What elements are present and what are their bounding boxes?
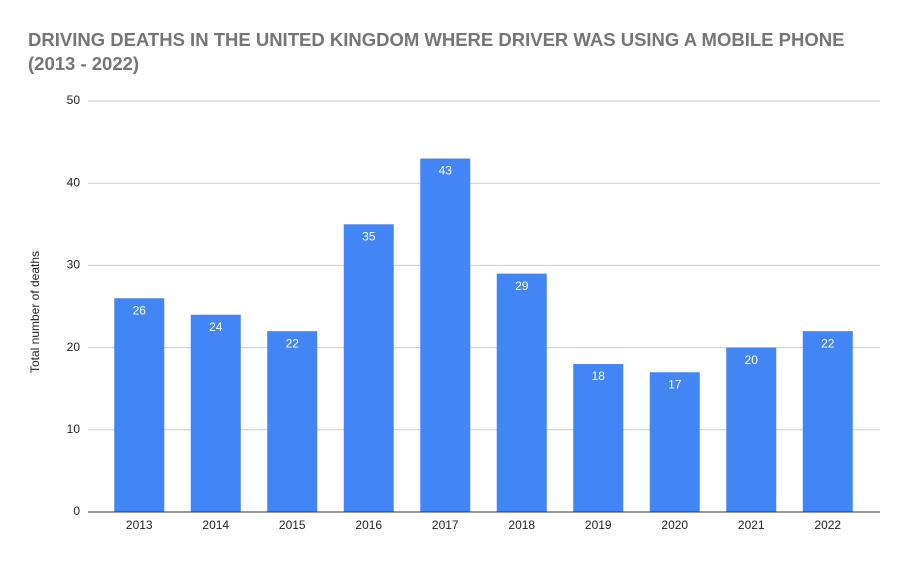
- x-tick-label: 2016: [355, 518, 382, 532]
- y-tick-label: 20: [67, 340, 81, 354]
- bar: [420, 158, 471, 513]
- y-tick-label: 40: [67, 175, 81, 189]
- y-tick-label: 30: [67, 258, 81, 272]
- value-label: 22: [821, 336, 835, 350]
- x-tick-label: 2018: [508, 518, 535, 532]
- x-tick-label: 2017: [432, 518, 459, 532]
- x-tick-label: 2019: [585, 518, 612, 532]
- chart-title: DRIVING DEATHS IN THE UNITED KINGDOM WHE…: [28, 29, 845, 74]
- x-tick-label: 2022: [814, 518, 841, 532]
- value-label: 17: [668, 377, 682, 391]
- x-tick-label: 2021: [738, 518, 765, 532]
- value-label: 35: [362, 229, 376, 243]
- bar: [114, 298, 165, 512]
- bar: [726, 347, 777, 512]
- value-label: 22: [286, 336, 300, 350]
- bar: [190, 314, 241, 512]
- y-axis-label: Total number of deaths: [28, 251, 42, 373]
- x-tick-label: 2015: [279, 518, 306, 532]
- value-label: 43: [439, 164, 453, 178]
- value-label: 24: [209, 320, 223, 334]
- bar: [573, 364, 624, 512]
- value-label: 20: [745, 353, 759, 367]
- bar: [496, 273, 547, 512]
- y-tick-label: 0: [73, 504, 80, 518]
- bar: [267, 331, 318, 512]
- bar: [802, 331, 853, 512]
- x-tick-label: 2020: [661, 518, 688, 532]
- x-tick-label: 2013: [126, 518, 153, 532]
- y-tick-label: 10: [67, 422, 81, 436]
- x-tick-label: 2014: [202, 518, 229, 532]
- bar: [343, 224, 394, 513]
- bar: [649, 372, 700, 512]
- y-tick-label: 50: [67, 93, 81, 107]
- value-label: 18: [592, 369, 606, 383]
- value-label: 26: [133, 303, 147, 317]
- value-label: 29: [515, 279, 529, 293]
